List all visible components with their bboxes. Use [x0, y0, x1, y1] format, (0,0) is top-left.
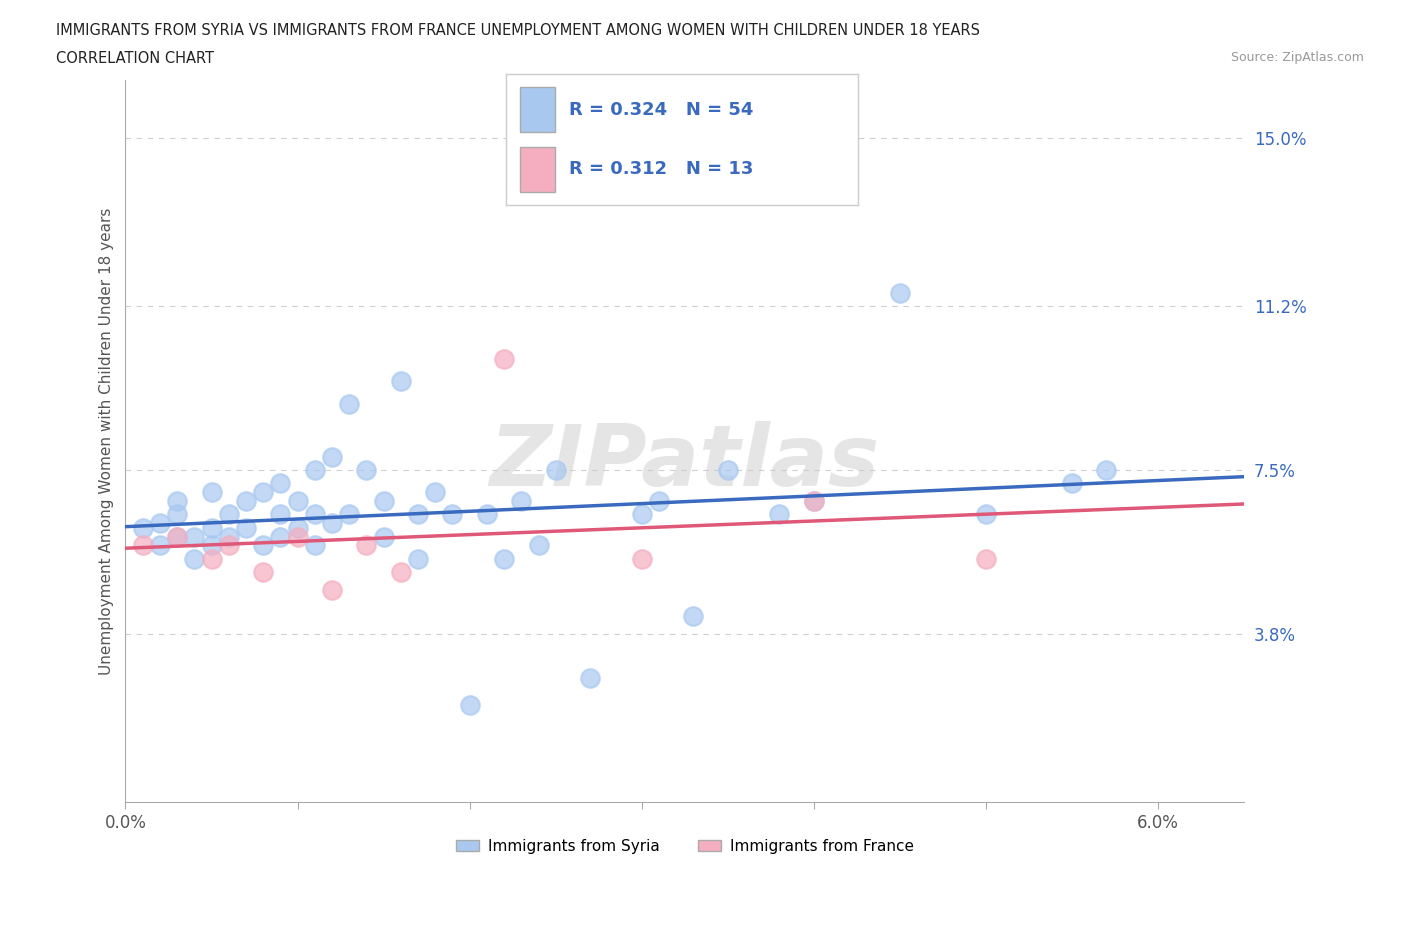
Point: [682, 609, 704, 624]
Point: [235, 520, 257, 535]
Point: [356, 462, 378, 477]
Text: CORRELATION CHART: CORRELATION CHART: [56, 51, 214, 66]
Point: [287, 520, 309, 535]
Point: [389, 565, 412, 579]
Point: [321, 449, 343, 464]
Point: [648, 494, 671, 509]
Point: [252, 565, 274, 579]
Point: [149, 538, 172, 552]
Point: [183, 551, 205, 566]
Point: [406, 507, 429, 522]
Point: [321, 582, 343, 597]
Point: [803, 494, 825, 509]
Point: [356, 538, 378, 552]
Point: [252, 485, 274, 499]
Point: [200, 485, 222, 499]
Text: IMMIGRANTS FROM SYRIA VS IMMIGRANTS FROM FRANCE UNEMPLOYMENT AMONG WOMEN WITH CH: IMMIGRANTS FROM SYRIA VS IMMIGRANTS FROM…: [56, 23, 980, 38]
FancyBboxPatch shape: [520, 87, 555, 132]
Point: [131, 538, 153, 552]
Y-axis label: Unemployment Among Women with Children Under 18 years: Unemployment Among Women with Children U…: [100, 207, 114, 675]
Point: [218, 538, 240, 552]
Point: [200, 520, 222, 535]
Point: [527, 538, 550, 552]
Point: [389, 374, 412, 389]
Point: [544, 462, 567, 477]
Point: [630, 507, 652, 522]
Point: [803, 494, 825, 509]
Point: [373, 529, 395, 544]
Point: [630, 551, 652, 566]
Point: [425, 485, 447, 499]
Point: [252, 538, 274, 552]
Point: [287, 529, 309, 544]
Point: [304, 507, 326, 522]
Point: [166, 494, 188, 509]
Point: [149, 516, 172, 531]
Point: [200, 551, 222, 566]
Point: [131, 520, 153, 535]
Point: [183, 529, 205, 544]
Point: [287, 494, 309, 509]
Point: [494, 352, 516, 366]
Point: [269, 529, 291, 544]
Point: [218, 529, 240, 544]
Point: [269, 476, 291, 491]
Point: [889, 286, 911, 300]
Point: [304, 538, 326, 552]
Point: [974, 507, 997, 522]
FancyBboxPatch shape: [520, 147, 555, 192]
Point: [510, 494, 533, 509]
Point: [717, 462, 740, 477]
Point: [269, 507, 291, 522]
Point: [768, 507, 790, 522]
Point: [304, 462, 326, 477]
Point: [475, 507, 498, 522]
Point: [321, 516, 343, 531]
Point: [218, 507, 240, 522]
Point: [166, 529, 188, 544]
Point: [337, 507, 360, 522]
Text: ZIPatlas: ZIPatlas: [489, 421, 880, 504]
Point: [166, 507, 188, 522]
Text: Source: ZipAtlas.com: Source: ZipAtlas.com: [1230, 51, 1364, 64]
Point: [1060, 476, 1083, 491]
Point: [373, 494, 395, 509]
Point: [166, 529, 188, 544]
Point: [200, 538, 222, 552]
Point: [1095, 462, 1118, 477]
Point: [337, 396, 360, 411]
Text: R = 0.312   N = 13: R = 0.312 N = 13: [569, 161, 754, 179]
Point: [579, 671, 602, 685]
Point: [494, 551, 516, 566]
Point: [406, 551, 429, 566]
Text: R = 0.324   N = 54: R = 0.324 N = 54: [569, 100, 754, 118]
Point: [441, 507, 464, 522]
Point: [235, 494, 257, 509]
Point: [974, 551, 997, 566]
Point: [458, 698, 481, 712]
Legend: Immigrants from Syria, Immigrants from France: Immigrants from Syria, Immigrants from F…: [450, 832, 920, 859]
